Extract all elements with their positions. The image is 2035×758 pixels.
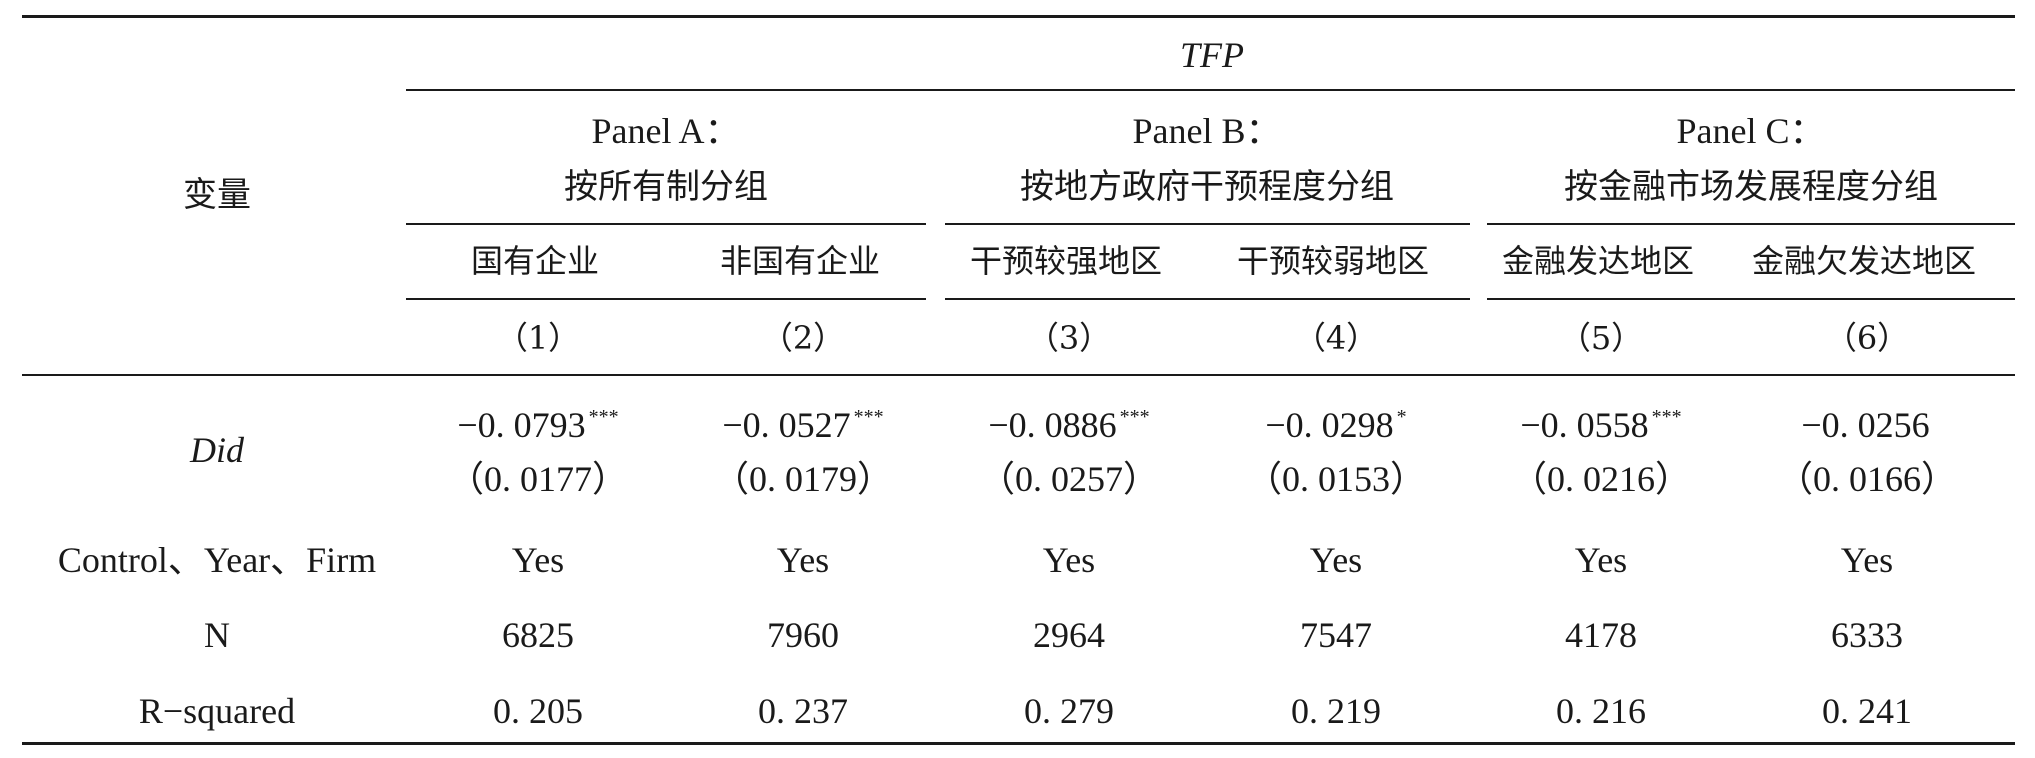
controls-value: Yes: [1309, 540, 1363, 580]
n-value: 7960: [767, 615, 839, 655]
did-coef: −0. 0558 ***: [1520, 405, 1682, 445]
panel-c-title: Panel C：: [1676, 111, 1826, 151]
controls-value: Yes: [1574, 540, 1628, 580]
significance-stars: ***: [588, 406, 619, 428]
controls-value: Yes: [1042, 540, 1096, 580]
did-coef: −0. 0527 ***: [722, 405, 884, 445]
r-squared-value: 0. 219: [1291, 691, 1381, 731]
panel-b-subtitle: 按地方政府干预程度分组: [1020, 167, 1394, 207]
r-squared-value: 0. 205: [493, 691, 583, 731]
did-coef: −0. 0793 ***: [457, 405, 619, 445]
group-c-rule: [1487, 298, 2015, 300]
did-std-error: （0. 0177）: [447, 459, 629, 499]
n-value: 4178: [1565, 615, 1637, 655]
r-squared-value: 0. 237: [758, 691, 848, 731]
did-std-error: （0. 0216）: [1510, 459, 1692, 499]
did-coef: −0. 0886 ***: [988, 405, 1150, 445]
did-coef: −0. 0256: [1801, 405, 1930, 445]
did-std-error: （0. 0153）: [1245, 459, 1427, 499]
significance-stars: ***: [1651, 406, 1682, 428]
controls-value: Yes: [511, 540, 565, 580]
group-label: 干预较弱地区: [1236, 242, 1430, 280]
n-value: 6825: [502, 615, 574, 655]
controls-value: Yes: [1840, 540, 1894, 580]
significance-stars: *: [1396, 406, 1407, 428]
panel-c-subtitle: 按金融市场发展程度分组: [1564, 167, 1938, 207]
column-number: （1）: [495, 319, 581, 357]
did-std-error: （0. 0166）: [1776, 459, 1958, 499]
variable-header: 变量: [183, 175, 251, 215]
n-value: 7547: [1300, 615, 1372, 655]
dep-var-header: TFP: [1179, 35, 1245, 75]
panel-a-title: Panel A：: [591, 111, 741, 151]
group-label: 干预较强地区: [969, 242, 1163, 280]
column-number: （6）: [1824, 319, 1910, 357]
panel-a-rule: [406, 223, 926, 225]
group-label: 非国有企业: [719, 242, 881, 280]
bottom-rule: [22, 742, 2015, 745]
panel-b-rule: [945, 223, 1470, 225]
column-number: （4）: [1293, 319, 1379, 357]
top-rule: [22, 15, 2015, 18]
row-label-controls: Control、Year、Firm: [57, 540, 377, 580]
r-squared-value: 0. 241: [1822, 691, 1912, 731]
significance-stars: ***: [1119, 406, 1150, 428]
n-value: 6333: [1831, 615, 1903, 655]
r-squared-value: 0. 279: [1024, 691, 1114, 731]
row-label-did: Did: [190, 430, 244, 470]
group-label: 金融欠发达地区: [1751, 242, 1977, 280]
group-b-rule: [945, 298, 1470, 300]
did-std-error: （0. 0179）: [712, 459, 894, 499]
column-number: （3）: [1026, 319, 1112, 357]
did-std-error: （0. 0257）: [978, 459, 1160, 499]
significance-stars: ***: [853, 406, 884, 428]
column-number: （2）: [760, 319, 846, 357]
group-a-rule: [406, 298, 926, 300]
panel-c-rule: [1487, 223, 2015, 225]
panel-a-subtitle: 按所有制分组: [564, 167, 768, 207]
column-number: （5）: [1558, 319, 1644, 357]
header-bottom-rule: [22, 374, 2015, 376]
tfp-rule: [406, 89, 2015, 91]
group-label: 金融发达地区: [1501, 242, 1695, 280]
group-label: 国有企业: [470, 242, 600, 280]
panel-b-title: Panel B：: [1132, 111, 1282, 151]
controls-value: Yes: [776, 540, 830, 580]
did-coef: −0. 0298 *: [1265, 405, 1407, 445]
row-label-r-squared: R−squared: [138, 691, 296, 731]
row-label-n: N: [204, 615, 230, 655]
r-squared-value: 0. 216: [1556, 691, 1646, 731]
n-value: 2964: [1033, 615, 1105, 655]
